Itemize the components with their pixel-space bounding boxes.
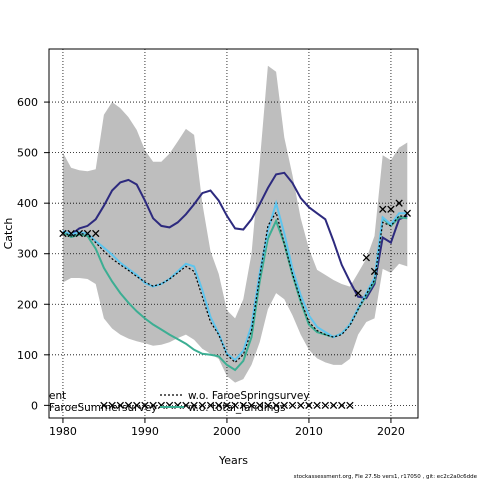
observed-point xyxy=(280,401,288,410)
x-tick-label: 1990 xyxy=(131,425,159,438)
observed-point xyxy=(116,401,124,410)
observed-point xyxy=(124,401,133,410)
x-tick-label: 1980 xyxy=(49,425,77,438)
observed-point xyxy=(395,199,403,207)
y-tick-label: 600 xyxy=(17,96,38,109)
observed-point xyxy=(231,401,239,410)
observed-point xyxy=(83,229,92,238)
observed-point xyxy=(321,401,329,410)
x-axis-title: Years xyxy=(218,454,248,467)
legend: ent w.o. FaroeSpringsurvey FaroeSummersurv… xyxy=(49,390,310,414)
x-axis-ticks: 1980 1990 2000 2010 2020 xyxy=(49,418,405,438)
y-tick-label: 500 xyxy=(17,147,38,160)
plot-frame xyxy=(48,48,419,419)
observed-point xyxy=(100,401,108,410)
observed-point xyxy=(379,205,387,213)
observed-point xyxy=(264,401,272,410)
observed-point xyxy=(149,401,157,410)
observed-point xyxy=(403,209,411,217)
legend-label: ent xyxy=(49,390,66,402)
observed-point xyxy=(190,401,198,410)
x-tick-label: 2010 xyxy=(295,425,323,438)
observed-point xyxy=(215,401,223,410)
series-line-purple xyxy=(62,171,408,300)
x-tick-label: 2000 xyxy=(213,425,241,438)
observed-point xyxy=(141,401,149,410)
observed-point xyxy=(223,401,231,410)
legend-label: w.o. total_landings xyxy=(188,402,286,414)
observed-points xyxy=(59,199,411,410)
x-tick-label: 2020 xyxy=(377,425,405,438)
observed-point xyxy=(59,229,67,238)
observed-point xyxy=(288,401,297,410)
y-tick-label: 200 xyxy=(17,298,38,311)
y-axis-title: Catch xyxy=(2,218,15,250)
footer-credit: stockassessment.org, Fle 27.5b vers1, r1… xyxy=(294,474,478,480)
y-tick-label: 300 xyxy=(17,248,38,261)
observed-point xyxy=(354,289,362,297)
observed-point xyxy=(362,254,370,262)
observed-point xyxy=(198,401,206,410)
observed-point xyxy=(239,401,247,410)
series-lines xyxy=(62,171,408,372)
y-tick-label: 400 xyxy=(17,197,38,210)
observed-point xyxy=(108,401,116,410)
observed-point xyxy=(75,229,83,238)
observed-point xyxy=(338,401,346,410)
observed-point xyxy=(272,401,280,410)
observed-point xyxy=(387,205,395,213)
observed-point xyxy=(67,229,75,238)
y-axis-ticks: 0 100 200 300 400 500 600 xyxy=(17,96,49,412)
plot-area xyxy=(49,49,418,418)
confidence-band xyxy=(62,65,408,383)
y-tick-label: 100 xyxy=(17,349,38,362)
legend-item: w.o. FaroeSpringsurvey xyxy=(160,390,310,402)
legend-item: ent xyxy=(49,390,66,402)
observed-point xyxy=(305,401,313,410)
observed-point xyxy=(247,401,256,410)
observed-point xyxy=(133,401,141,410)
observed-point xyxy=(206,401,215,410)
legend-label: FaroeSummersurvey xyxy=(49,402,157,414)
observed-point xyxy=(256,401,264,410)
legend-item: w.o. total_landings xyxy=(160,402,286,414)
observed-point xyxy=(313,401,321,410)
legend-item: FaroeSummersurvey xyxy=(49,402,157,414)
observed-point xyxy=(370,267,379,276)
observed-point xyxy=(346,401,354,410)
observed-point xyxy=(297,401,305,410)
legend-label: w.o. FaroeSpringsurvey xyxy=(188,390,310,402)
observed-point xyxy=(92,229,100,238)
series-line-cyan xyxy=(62,199,408,362)
observed-point xyxy=(329,401,338,410)
y-tick-label: 0 xyxy=(31,399,38,412)
